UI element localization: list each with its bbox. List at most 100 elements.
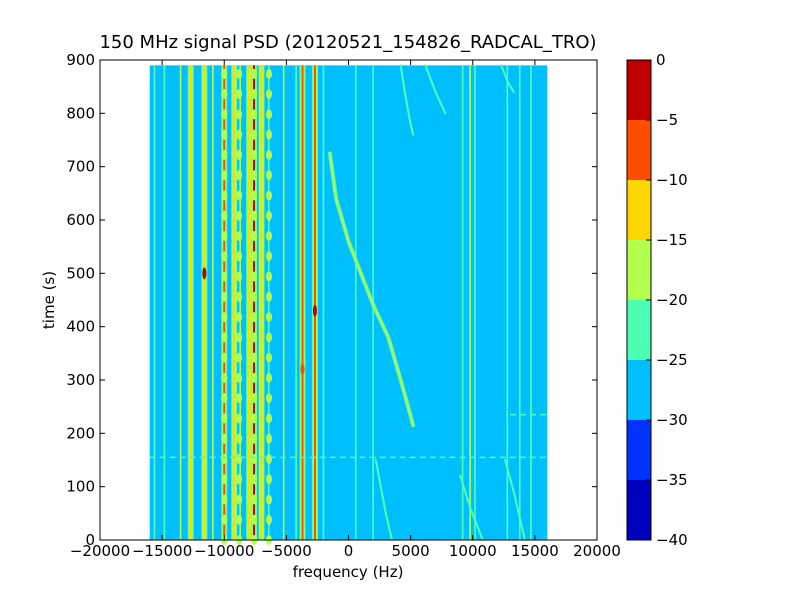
interference-blob [221, 170, 228, 181]
colorbar-tick-label: −5 [656, 111, 678, 129]
signal-line [239, 65, 242, 540]
x-tick-label: −15000 [132, 542, 192, 560]
signal-line [203, 65, 206, 540]
x-tick-label: 5000 [392, 542, 430, 560]
interference-blob [251, 291, 258, 302]
interference-blob [221, 210, 228, 221]
interference-blob [236, 372, 243, 383]
y-tick-label: 700 [66, 158, 95, 176]
interference-blob [221, 231, 228, 241]
colorbar-band [627, 240, 651, 300]
interference-blob [265, 312, 272, 323]
interference-blob [251, 149, 258, 160]
interference-blob [251, 170, 258, 181]
y-axis-label: time (s) [40, 271, 58, 329]
signal-line [233, 65, 236, 540]
interference-blob [251, 433, 258, 444]
interference-blob [221, 68, 228, 79]
interference-blob [236, 453, 243, 464]
interference-blob [221, 433, 228, 444]
interference-blob [221, 494, 228, 505]
interference-blob [221, 89, 228, 100]
interference-blob [265, 109, 272, 120]
interference-blob [251, 413, 258, 424]
interference-blob [236, 251, 243, 262]
signal-line [322, 65, 325, 540]
signal-line [153, 65, 156, 540]
colorbar-band [627, 360, 651, 420]
y-tick-label: 800 [66, 104, 95, 122]
interference-blob [236, 312, 243, 323]
signal-line [282, 65, 285, 540]
y-tick-label: 300 [66, 371, 95, 389]
doppler-curve [459, 475, 484, 541]
interference-blob [251, 372, 258, 383]
x-tick-label: 20000 [573, 542, 621, 560]
interference-blob [251, 453, 258, 464]
doppler-curve [328, 152, 415, 427]
colorbar-band [627, 120, 651, 180]
interference-blob [265, 393, 272, 404]
x-tick-label: −5000 [261, 542, 312, 560]
doppler-curve [504, 459, 526, 541]
interference-blob [265, 413, 272, 424]
x-axis-label: frequency (Hz) [293, 563, 404, 581]
interference-blob [251, 393, 258, 404]
x-tick-label: 0 [344, 542, 354, 560]
interference-blob [221, 109, 228, 120]
interference-blob [251, 352, 258, 363]
interference-blob [251, 494, 258, 505]
signal-line [506, 65, 509, 540]
interference-blob [236, 109, 243, 120]
interference-blob [265, 433, 272, 444]
x-tick-label: −20000 [70, 542, 130, 560]
x-tick-label: 15000 [511, 542, 559, 560]
colorbar-tick-label: −40 [656, 531, 688, 549]
interference-blob [265, 291, 272, 302]
interference-blob [251, 312, 258, 323]
interference-blob [251, 514, 258, 525]
signal-line [474, 65, 476, 540]
interference-blob [236, 393, 243, 404]
doppler-curve [424, 64, 447, 115]
signal-line [530, 65, 532, 540]
interference-blob [265, 170, 272, 181]
colorbar-band [627, 60, 651, 120]
interference-blob [265, 372, 272, 383]
interference-blob [265, 352, 272, 363]
doppler-curve [500, 64, 515, 93]
colorbar-tick-label: −20 [656, 291, 688, 309]
signal-line [179, 65, 182, 540]
y-tick-label: 100 [66, 478, 95, 496]
hotspot [300, 363, 305, 376]
interference-blob [221, 453, 228, 464]
colorbar-band [627, 180, 651, 240]
interference-blob [236, 68, 243, 79]
interference-blob [221, 514, 228, 525]
interference-blob [236, 271, 243, 282]
interference-blob [236, 474, 243, 485]
signal-line [295, 65, 297, 540]
interference-blob [236, 170, 243, 181]
signal-line [248, 65, 251, 540]
x-tick-label: −10000 [194, 542, 254, 560]
signal-line [267, 65, 270, 540]
interference-blob [265, 231, 272, 241]
signal-line [260, 65, 263, 540]
interference-blob [251, 251, 258, 262]
interference-blob [251, 271, 258, 282]
y-axis: 0 100 200 300 400 500 600 700 800 900 [66, 51, 597, 549]
interference-blob [221, 413, 228, 424]
colorbar-ticks: 0 −5 −10 −15 −20 −25 −30 −35 −40 [646, 51, 688, 549]
interference-blob [236, 291, 243, 302]
colorbar-bands [627, 60, 651, 540]
interference-blob [251, 210, 258, 221]
interference-blob [221, 372, 228, 383]
interference-blob [265, 494, 272, 505]
interference-blob [221, 190, 228, 201]
doppler-curve [374, 459, 393, 541]
interference-blob [236, 433, 243, 444]
interference-blob [265, 68, 272, 79]
colorbar-tick-label: −10 [656, 171, 688, 189]
